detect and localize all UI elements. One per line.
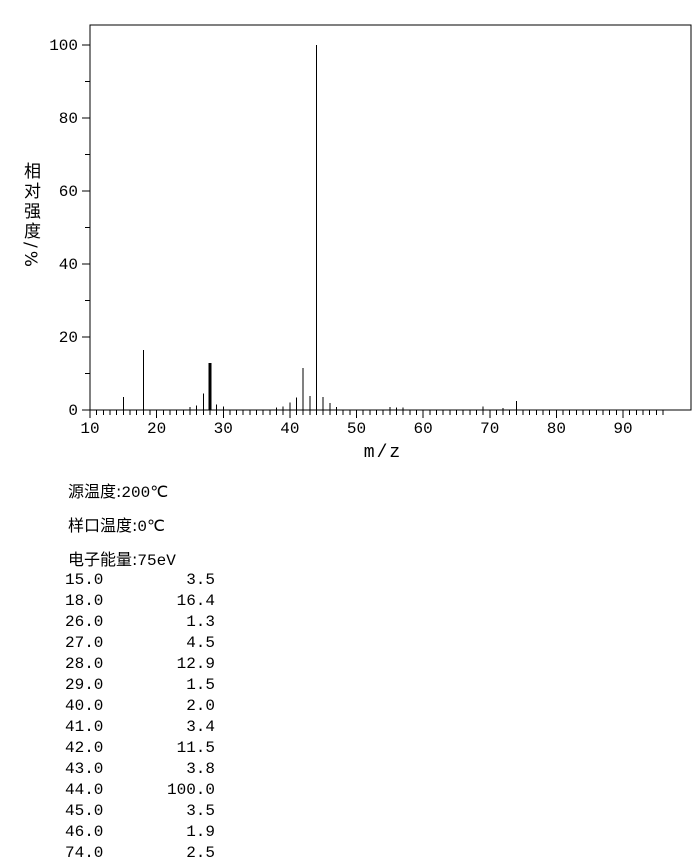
mass-spectrum-chart: 10 20 30 40 50 60 70 80 90 0 20 40 60 80 100 m/z [49,24,692,463]
y-axis-tick-label: 20 [59,329,78,347]
peak-intensity-cell: 3.4 [186,718,215,736]
instrument-info-block: 源温度:200℃ 样口温度:0℃ 电子能量:75eV [68,478,694,570]
peak-mz-cell: 42.0 [65,739,104,757]
y-axis-tick-label: 0 [68,402,78,420]
x-axis-tick-label: 40 [280,420,299,438]
electron-energy-label: 电子能量: [68,550,138,569]
peak-mz-cell: 27.0 [65,634,104,652]
chart-generated-elements: 10 20 30 40 50 60 70 80 90 0 20 40 60 80 100 [49,24,692,438]
peak-mz-cell: 46.0 [65,823,104,841]
x-axis-tick-label: 50 [347,420,366,438]
peak-table: 15.0 3.5 18.0 16.4 26.0 1.3 27.0 4.5 28.0 12.9 29.… [65,570,215,864]
peak-intensity-cell: 1.9 [186,823,215,841]
peak-mz-cell: 28.0 [65,655,104,673]
peak-table-row: 29.0 1.5 [65,675,215,696]
source-temperature-label: 源温度: [68,482,122,501]
peak-table-row: 42.0 11.5 [65,738,215,759]
peak-mz-cell: 41.0 [65,718,104,736]
peak-intensity-cell: 100.0 [166,781,215,799]
peak-intensity-cell: 1.5 [186,676,215,694]
peak-intensity-cell: 1.3 [186,613,215,631]
y-axis-tick-label: 60 [59,183,78,201]
y-axis-tick-label: 80 [59,110,78,128]
x-axis-tick-label: 70 [480,420,499,438]
peak-table-row: 44.0 100.0 [65,780,215,801]
peak-intensity-cell: 3.8 [186,760,215,778]
peak-table-row: 45.0 3.5 [65,801,215,822]
y-axis-title: 相对强度/% [20,162,40,270]
peak-mz-cell: 29.0 [65,676,104,694]
y-axis-tick-label: 40 [59,256,78,274]
peak-intensity-cell: 2.0 [186,697,215,715]
electron-energy-value: 75eV [137,552,176,570]
peak-intensity-cell: 4.5 [186,634,215,652]
peak-table-row: 27.0 4.5 [65,633,215,654]
peak-table-row: 40.0 2.0 [65,696,215,717]
peak-mz-cell: 74.0 [65,844,104,862]
peak-intensity-cell: 16.4 [176,592,215,610]
peak-mz-cell: 15.0 [65,571,104,589]
inlet-temperature-value: 0℃ [137,518,165,536]
peak-intensity-cell: 2.5 [186,844,215,862]
peak-intensity-cell: 3.5 [186,802,215,820]
x-axis-tick-label: 90 [613,420,632,438]
peak-intensity-cell: 11.5 [176,739,215,757]
electron-energy-line: 电子能量:75eV [68,546,694,570]
peak-table-row: 28.0 12.9 [65,654,215,675]
x-axis-tick-label: 80 [547,420,566,438]
peak-mz-cell: 45.0 [65,802,104,820]
peak-intensity-cell: 12.9 [176,655,215,673]
source-temperature-line: 源温度:200℃ [68,478,694,502]
x-axis-title: m/z [364,443,402,463]
inlet-temperature-label: 样口温度: [68,516,138,535]
x-axis-tick-label: 10 [80,420,99,438]
peak-table-row: 74.0 2.5 [65,843,215,864]
peak-table-row: 46.0 1.9 [65,822,215,843]
y-axis-title-unit: /% [20,242,40,270]
peak-mz-cell: 44.0 [65,781,104,799]
peak-table-row: 18.0 16.4 [65,591,215,612]
peak-intensity-cell: 3.5 [186,571,215,589]
plot-border [89,24,692,411]
peak-mz-cell: 26.0 [65,613,104,631]
inlet-temperature-line: 样口温度:0℃ [68,512,694,536]
x-axis-tick-label: 60 [414,420,433,438]
peak-table-row: 43.0 3.8 [65,759,215,780]
peak-table-row: 26.0 1.3 [65,612,215,633]
peak-mz-cell: 18.0 [65,592,104,610]
source-temperature-value: 200℃ [121,484,169,502]
peak-table-row: 15.0 3.5 [65,570,215,591]
y-axis-tick-label: 100 [49,37,78,55]
peak-mz-cell: 43.0 [65,760,104,778]
x-axis-tick-label: 20 [147,420,166,438]
x-axis-tick-label: 30 [214,420,233,438]
peak-table-row: 41.0 3.4 [65,717,215,738]
y-axis-title-text: 相对强度 [20,162,40,242]
peak-mz-cell: 40.0 [65,697,104,715]
